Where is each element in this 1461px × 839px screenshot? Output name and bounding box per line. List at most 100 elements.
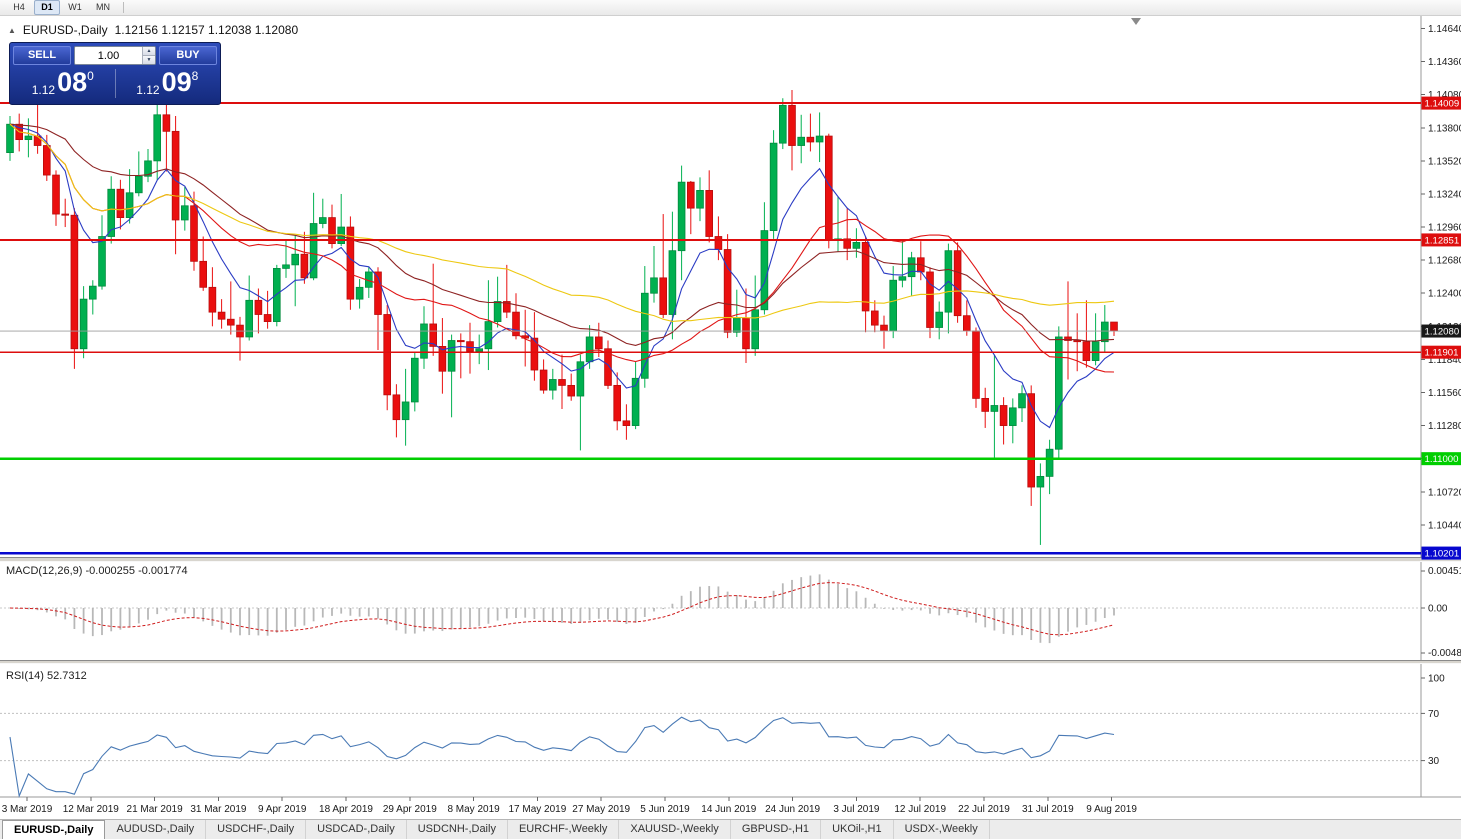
price-badge: 1.10201 (1421, 546, 1461, 560)
chart-window: 1.14640 1.14360 1.14080 1.13800 1.13520 1.132… (0, 16, 1461, 819)
svg-text:27 May 2019: 27 May 2019 (572, 804, 630, 815)
macd-name: MACD(12,26,9) (6, 565, 83, 577)
volume-box: ▲ ▼ (74, 46, 156, 65)
rsi-name: RSI(14) (6, 670, 44, 682)
tab-xauusd-weekly[interactable]: XAUUSD-,Weekly (619, 820, 731, 839)
rsi-line (9, 716, 1115, 799)
period-button-w1[interactable]: W1 (68, 2, 82, 12)
toolbar-separator (123, 2, 124, 13)
moving-averages (9, 123, 1115, 429)
tab-usdx-weekly[interactable]: USDX-,Weekly (894, 820, 990, 839)
svg-text:1.11901: 1.11901 (1425, 348, 1459, 359)
chart-ohlc-quotes: 1.12156 1.12157 1.12038 1.12080 (114, 23, 299, 37)
price-badge: 1.14009 (1421, 96, 1461, 110)
svg-text:31 Jul 2019: 31 Jul 2019 (1022, 804, 1074, 815)
price-badge: 1.11000 (1421, 452, 1461, 466)
svg-text:0.004517: 0.004517 (1428, 566, 1461, 577)
svg-text:3 Mar 2019: 3 Mar 2019 (2, 804, 53, 815)
volume-spinner: ▲ ▼ (142, 47, 155, 64)
svg-text:1.14360: 1.14360 (1428, 57, 1461, 68)
svg-text:8 May 2019: 8 May 2019 (447, 804, 500, 815)
svg-text:1.12851: 1.12851 (1425, 235, 1460, 246)
svg-text:9 Apr 2019: 9 Apr 2019 (258, 804, 307, 815)
svg-text:14 Jun 2019: 14 Jun 2019 (701, 804, 756, 815)
chart-shift-marker[interactable] (1131, 18, 1141, 25)
svg-text:1.13800: 1.13800 (1428, 123, 1461, 134)
period-button-h4[interactable]: H4 (13, 2, 25, 12)
pane-separator[interactable] (0, 557, 1461, 562)
period-buttons-group: H4 D1 W1 MN (6, 0, 118, 15)
rsi-indicator-label: RSI(14) 52.7312 (6, 670, 87, 682)
tab-usdchf-daily[interactable]: USDCHF-,Daily (206, 820, 307, 839)
time-axis[interactable]: 3 Mar 2019 12 Mar 2019 21 Mar 2019 31 Mar 2… (0, 796, 1461, 815)
svg-text:12 Mar 2019: 12 Mar 2019 (63, 804, 120, 815)
svg-text:18 Apr 2019: 18 Apr 2019 (319, 804, 373, 815)
sell-price-prefix: 1.12 (31, 83, 56, 97)
sell-price-display: 1.12 08 0 (13, 66, 113, 101)
sell-price-point: 0 (87, 69, 94, 83)
svg-text:24 Jun 2019: 24 Jun 2019 (765, 804, 820, 815)
svg-text:1.12400: 1.12400 (1428, 289, 1461, 300)
tab-usdcnh-daily[interactable]: USDCNH-,Daily (407, 820, 508, 839)
svg-text:12 Jul 2019: 12 Jul 2019 (894, 804, 946, 815)
volume-down-button[interactable]: ▼ (143, 56, 155, 64)
one-click-collapse-icon[interactable]: ▲ (8, 25, 16, 35)
ma-line-sma20 (9, 123, 1115, 373)
ma-line-ema34 (9, 123, 1115, 346)
svg-text:29 Apr 2019: 29 Apr 2019 (383, 804, 437, 815)
svg-text:1.12080: 1.12080 (1425, 327, 1460, 338)
svg-text:1.14009: 1.14009 (1425, 99, 1460, 110)
price-axis[interactable]: 1.14640 1.14360 1.14080 1.13800 1.13520 1.132… (1420, 16, 1461, 797)
svg-text:0.00: 0.00 (1428, 604, 1448, 615)
svg-text:30: 30 (1428, 756, 1440, 767)
tab-usdcad-daily[interactable]: USDCAD-,Daily (306, 820, 407, 839)
ma-line-sma55 (9, 123, 1115, 322)
svg-text:9 Aug 2019: 9 Aug 2019 (1086, 804, 1137, 815)
period-button-d1[interactable]: D1 (34, 0, 60, 15)
tab-eurchf-weekly[interactable]: EURCHF-,Weekly (508, 820, 620, 839)
pane-separator[interactable] (0, 660, 1461, 664)
buy-button[interactable]: BUY (159, 46, 217, 65)
period-toolbar: H4 D1 W1 MN (0, 0, 1461, 16)
chart-canvas[interactable]: 1.14640 1.14360 1.14080 1.13800 1.13520 1.132… (0, 16, 1461, 819)
buy-price-prefix: 1.12 (136, 83, 160, 97)
tab-eurusd-daily[interactable]: EURUSD-,Daily (2, 820, 106, 839)
buy-price-point: 8 (191, 69, 199, 83)
candlestick-series (6, 89, 1118, 545)
horizontal-levels[interactable] (0, 102, 1421, 555)
volume-input[interactable] (75, 47, 142, 64)
svg-text:22 Jul 2019: 22 Jul 2019 (958, 804, 1010, 815)
svg-text:21 Mar 2019: 21 Mar 2019 (127, 804, 184, 815)
svg-text:1.12960: 1.12960 (1428, 223, 1461, 234)
chart-title-bar: ▲ EURUSD-,Daily 1.12156 1.12157 1.12038 … (8, 23, 298, 37)
svg-text:-0.004806: -0.004806 (1428, 648, 1461, 659)
volume-up-button[interactable]: ▲ (143, 47, 155, 56)
price-badge: 1.12080 (1421, 324, 1461, 338)
tab-audusd-daily[interactable]: AUDUSD-,Daily (105, 820, 207, 839)
svg-text:1.14080: 1.14080 (1428, 90, 1461, 101)
svg-text:1.14640: 1.14640 (1428, 24, 1461, 35)
svg-text:1.10720: 1.10720 (1428, 487, 1461, 498)
tab-gbpusd-h1[interactable]: GBPUSD-,H1 (731, 820, 822, 839)
tab-ukoil-h1[interactable]: UKOil-,H1 (821, 820, 894, 839)
svg-text:1.11280: 1.11280 (1428, 421, 1461, 432)
svg-text:1.13520: 1.13520 (1428, 156, 1461, 167)
macd-values: -0.000255 -0.001774 (85, 565, 188, 577)
rsi-pane: 100 70 30 (0, 674, 1445, 799)
sell-button[interactable]: SELL (13, 46, 71, 65)
svg-text:1.11000: 1.11000 (1425, 454, 1459, 465)
rsi-value: 52.7312 (46, 670, 87, 682)
svg-text:1.10201: 1.10201 (1425, 549, 1460, 560)
window-tabs-bar: EURUSD-,Daily AUDUSD-,Daily USDCHF-,Daily U… (0, 819, 1461, 839)
svg-text:31 Mar 2019: 31 Mar 2019 (190, 804, 247, 815)
period-button-mn[interactable]: MN (96, 2, 110, 12)
price-divider (114, 69, 116, 98)
svg-text:5 Jun 2019: 5 Jun 2019 (640, 804, 690, 815)
buy-price-pips: 09 (161, 67, 192, 97)
svg-text:100: 100 (1428, 674, 1445, 685)
svg-text:3 Jul 2019: 3 Jul 2019 (833, 804, 880, 815)
price-badge: 1.12851 (1421, 233, 1461, 247)
svg-text:1.11560: 1.11560 (1428, 388, 1461, 399)
svg-text:1.13240: 1.13240 (1428, 189, 1461, 200)
